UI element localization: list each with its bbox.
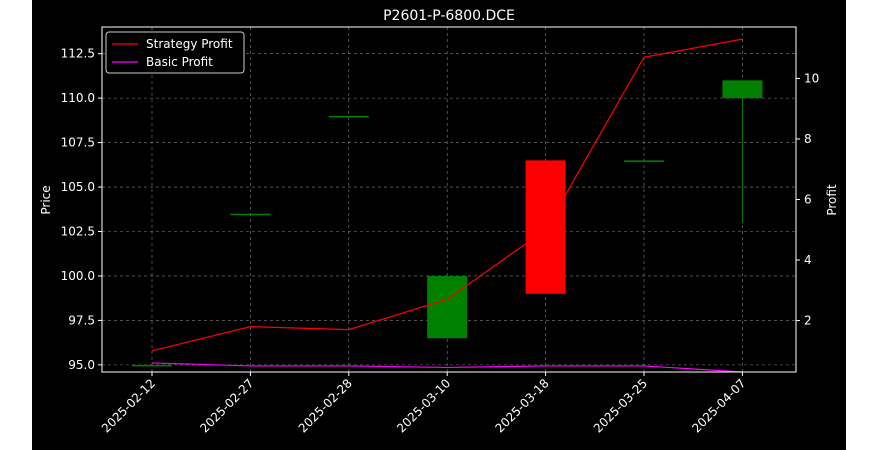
y-tick-label-right: 2 [804, 314, 812, 328]
y-tick-label-right: 6 [804, 193, 812, 207]
right-axis: 2 4 6 8 10 [796, 71, 819, 328]
legend-label-basic-profit: Basic Profit [146, 55, 213, 69]
y-tick-label-left: 110.0 [61, 91, 95, 105]
legend-box [105, 31, 245, 74]
y-tick-label-left: 102.5 [61, 225, 95, 239]
y-axis-label-left: Price [39, 185, 53, 214]
y-tick-label-left: 112.5 [61, 47, 95, 61]
y-tick-label-right: 4 [804, 253, 812, 267]
candle-body [328, 115, 369, 118]
y-axis-label-right: Profit [825, 184, 839, 216]
profit-lines [151, 38, 743, 373]
y-tick-label-left: 97.5 [68, 313, 95, 327]
candle-body [525, 160, 566, 294]
candle-body [624, 160, 664, 162]
candle-body [722, 80, 763, 99]
legend-label-strategy-profit: Strategy Profit [146, 37, 233, 51]
y-tick-label-left: 105.0 [61, 180, 95, 194]
series-line-strategy-profit [151, 38, 743, 352]
left-axis: 95.0 97.5 100.0 102.5 105.0 107.5 110.0 112.5 [61, 47, 102, 372]
y-tick-label-left: 107.5 [61, 136, 95, 150]
y-tick-label-right: 8 [804, 132, 812, 146]
y-tick-label-right: 10 [804, 71, 819, 85]
series-line-basic-profit [151, 362, 743, 373]
candles [132, 80, 763, 367]
y-tick-label-left: 95.0 [68, 358, 95, 372]
chart-title: P2601-P-6800.DCE [383, 8, 515, 24]
candle-body [132, 364, 172, 367]
y-tick-label-left: 100.0 [61, 269, 95, 283]
candle-body [230, 213, 271, 216]
legend: Strategy Profit Basic Profit [105, 31, 245, 74]
candle-body [427, 275, 468, 339]
